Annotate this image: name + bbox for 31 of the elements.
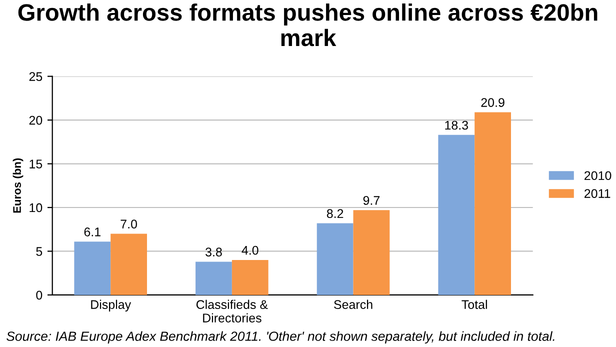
x-tick-label: Total [462,300,487,309]
source-note: Source: IAB Europe Adex Benchmark 2011. 'Other' not shown separately, but included in total. [6,331,554,344]
bar [232,260,268,295]
data-label: 3.8 [206,248,222,256]
data-label: 9.7 [363,196,380,205]
y-tick-label: 10 [30,203,42,212]
bar [438,134,475,295]
x-tick-label: Display [91,300,132,312]
bar [110,234,147,295]
y-tick-label: 15 [30,160,42,168]
x-tick-label: Search [334,300,372,309]
legend-label: 2010 [584,171,612,180]
y-tick-label: 5 [36,247,42,256]
bar [74,242,111,295]
x-tick-label: Classifieds & Directories [196,300,268,322]
bar [474,112,511,295]
legend-label: 2011 [584,189,610,198]
data-label: 7.0 [120,220,137,228]
y-tick-label: 0 [36,290,42,300]
data-label: 8.2 [326,209,344,218]
y-tick-label: 25 [29,72,42,81]
data-label: 4.0 [242,246,258,255]
bar [353,210,390,295]
bar [316,223,354,295]
chart-title: Growth across formats pushes online across €20bn mark [18,3,598,46]
data-label: 20.9 [481,98,504,107]
bar [196,262,232,295]
data-label: 6.1 [84,228,100,236]
y-axis-title: Euros (bn) [12,158,24,213]
data-label: 18.3 [445,120,468,130]
y-tick-label: 20 [29,116,42,125]
